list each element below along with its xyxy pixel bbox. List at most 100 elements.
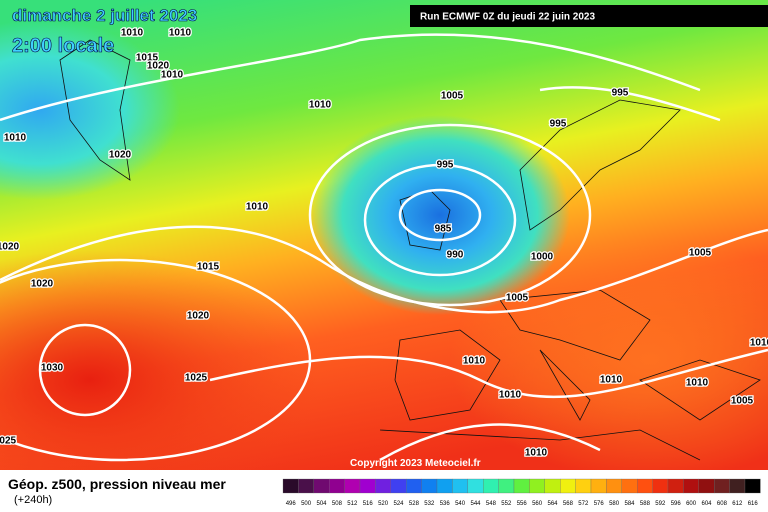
scale-swatch [298, 478, 314, 494]
scale-swatch [729, 478, 746, 494]
scale-swatch [452, 478, 468, 494]
scale-label: 500 [301, 501, 312, 507]
isobar-label: 1005 [731, 396, 754, 407]
scale-swatch [375, 478, 391, 494]
isobar-label: 1010 [686, 378, 709, 389]
scale-label: 532 [424, 501, 435, 507]
scale-label: 604 [701, 501, 712, 507]
isobar-label: 1010 [525, 448, 548, 459]
scale-swatch [344, 478, 361, 494]
scale-label: 608 [717, 501, 728, 507]
isobar-label: 985 [435, 224, 452, 235]
isobar-label: 1010 [246, 202, 269, 213]
isobar-label: 1005 [689, 248, 712, 259]
isobar-label: 1010 [309, 100, 332, 111]
isobar-label: 1020 [31, 279, 54, 290]
scale-label: 528 [409, 501, 420, 507]
scale-swatch [359, 478, 376, 494]
scale-label: 612 [732, 501, 743, 507]
isobar-label: 1020 [187, 311, 210, 322]
scale-label: 588 [640, 501, 651, 507]
copyright: Copyright 2023 Meteociel.fr [350, 458, 481, 469]
scale-label: 512 [347, 501, 358, 507]
scale-label: 616 [748, 501, 759, 507]
scale-label: 592 [655, 501, 666, 507]
scale-swatch [698, 478, 715, 494]
isobar-label: 1005 [441, 91, 464, 102]
isobar-label: 1015 [197, 262, 220, 273]
scale-swatch [513, 478, 530, 494]
scale-label: 580 [609, 501, 620, 507]
scale-swatch [590, 478, 607, 494]
run-box [410, 5, 768, 27]
isobar-label: 1010 [499, 390, 522, 401]
isobar-label: 1015 [136, 53, 159, 64]
scale-label: 508 [332, 501, 343, 507]
isobar-label: 1020 [109, 150, 132, 161]
date: dimanche 2 juillet 2023 [12, 6, 197, 25]
scale-swatch [282, 478, 299, 494]
scale-swatch [390, 478, 407, 494]
scale-swatch [483, 478, 499, 494]
warm-area [450, 240, 768, 480]
scale-swatch [529, 478, 545, 494]
scale-swatch [652, 478, 669, 494]
isobar-label: 1010 [750, 338, 768, 349]
isobar-label: 995 [550, 119, 567, 130]
scale-label: 520 [378, 501, 389, 507]
scale-label: 572 [578, 501, 589, 507]
scale-label: 524 [393, 501, 404, 507]
scale-label: 584 [624, 501, 635, 507]
isobar-label: 1025 [185, 373, 208, 384]
scale-swatch [467, 478, 484, 494]
scale-swatch [714, 478, 730, 494]
scale-label: 600 [686, 501, 697, 507]
scale-swatch [329, 478, 345, 494]
footer-lead: (+240h) [14, 494, 52, 506]
isobar-label: 995 [612, 88, 629, 99]
scale-label: 576 [594, 501, 605, 507]
scale-label: 564 [547, 501, 558, 507]
isobar-label: 1010 [161, 70, 184, 81]
scale-label: 496 [286, 501, 297, 507]
scale-swatch [406, 478, 422, 494]
isobar-label: 1010 [121, 28, 144, 39]
footer-title: Géop. z500, pression niveau mer [8, 476, 226, 492]
hot-area [0, 250, 320, 510]
isobar-label: 1000 [531, 252, 554, 263]
scale-swatch [560, 478, 576, 494]
scale-swatch [637, 478, 653, 494]
isobar-label: 990 [447, 250, 464, 261]
isobar-label: 1010 [4, 133, 27, 144]
coastlines [59, 39, 761, 461]
isobar-label: 1010 [169, 28, 192, 39]
run-info: Run ECMWF 0Z du jeudi 22 juin 2023 [420, 12, 595, 23]
scale-label: 516 [363, 501, 374, 507]
scale-label: 548 [486, 501, 497, 507]
scale-swatch [575, 478, 592, 494]
scale-label: 560 [532, 501, 543, 507]
scale-label: 504 [316, 501, 327, 507]
scale-label: 568 [563, 501, 574, 507]
cold-area [0, 20, 180, 200]
scale-swatch [544, 478, 561, 494]
isobar-label: 1020 [0, 242, 20, 253]
scale-label: 540 [455, 501, 466, 507]
scale-swatch [436, 478, 453, 494]
scale-label: 596 [671, 501, 682, 507]
scale-swatch [683, 478, 699, 494]
scale-label: 544 [470, 501, 481, 507]
scale-label: 552 [501, 501, 512, 507]
scale-label: 556 [517, 501, 528, 507]
scale-swatch [667, 478, 684, 494]
isobar-label: 1025 [0, 436, 17, 447]
local-time: 2:00 locale [12, 35, 114, 57]
scale-swatch [498, 478, 515, 494]
isobar-label: 995 [437, 160, 454, 171]
scale-swatch [313, 478, 330, 494]
scale-swatch [744, 478, 761, 494]
scale-swatch [606, 478, 622, 494]
isobar-label: 1010 [600, 375, 623, 386]
scale-swatch [421, 478, 438, 494]
